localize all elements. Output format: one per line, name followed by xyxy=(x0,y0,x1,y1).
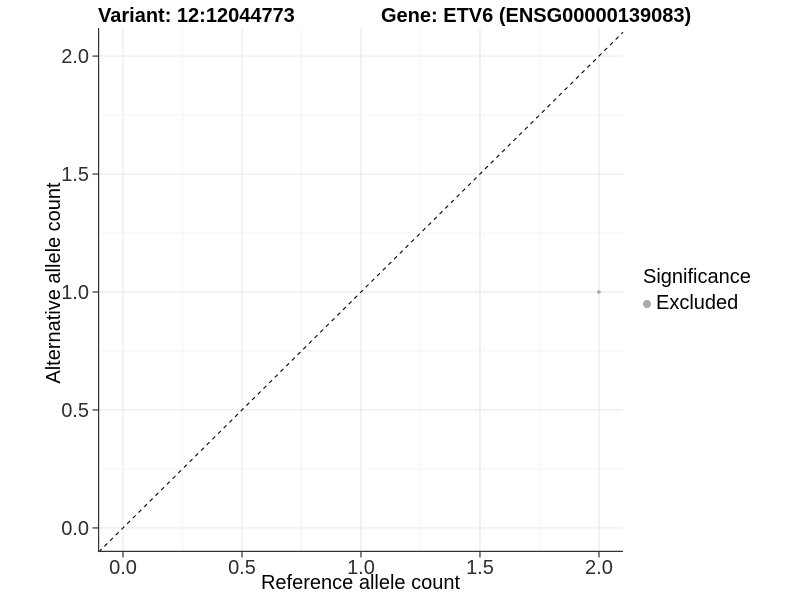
x-tick-label: 0.5 xyxy=(228,557,256,579)
x-tick-label: 0.0 xyxy=(109,557,137,579)
legend-title: Significance xyxy=(643,266,751,288)
y-tick-label: 0.5 xyxy=(61,400,89,422)
plot-panel: 0.0 0.5 1.0 1.5 2.0 0.0 0.5 1.0 1.5 2.0 xyxy=(61,28,624,579)
y-tick-label: 2.0 xyxy=(61,46,89,68)
x-tick-label: 1.0 xyxy=(347,557,375,579)
legend-point-swatch xyxy=(643,299,651,308)
y-tick-label: 0.0 xyxy=(61,518,89,540)
data-point xyxy=(597,290,601,294)
y-tick-label: 1.5 xyxy=(61,164,89,186)
plot-canvas: 0.0 0.5 1.0 1.5 2.0 0.0 0.5 1.0 1.5 2.0 xyxy=(61,28,624,579)
x-axis-title: Reference allele count xyxy=(260,572,460,594)
legend-item-label: Excluded xyxy=(656,292,739,314)
variant-title: Variant: 12:12044773 xyxy=(98,5,295,27)
legend: Significance Excluded xyxy=(643,266,751,315)
identity-line xyxy=(98,31,624,553)
y-tick-label: 1.0 xyxy=(61,282,89,304)
y-axis-title: Alternative allele count xyxy=(43,182,65,384)
gene-title: Gene: ETV6 (ENSG00000139083) xyxy=(381,5,692,27)
legend-item-excluded: Excluded xyxy=(643,292,751,315)
x-tick-label: 2.0 xyxy=(585,557,613,579)
x-tick-label: 1.5 xyxy=(466,557,494,579)
